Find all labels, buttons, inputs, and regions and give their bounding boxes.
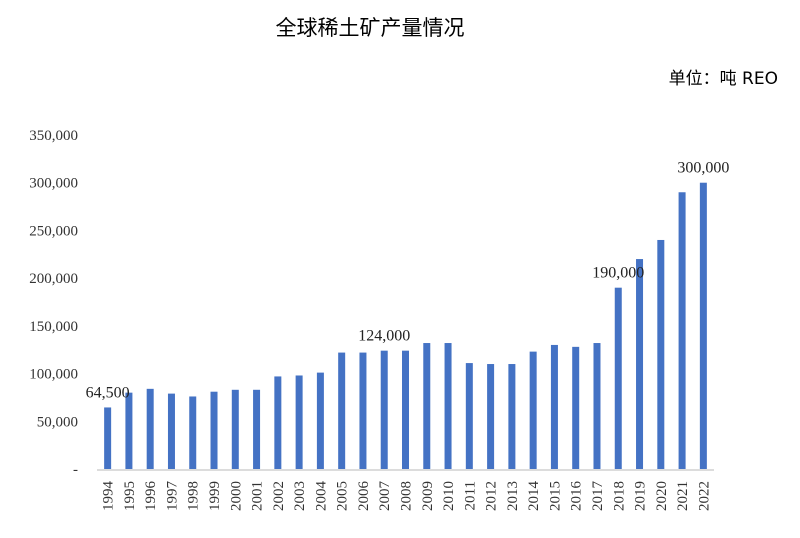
x-tick-label: 1998	[186, 481, 202, 511]
x-tick-label: 2009	[420, 481, 436, 511]
bar-2003	[295, 375, 303, 469]
y-tick-label: 300,000	[29, 176, 78, 192]
bar-2004	[316, 372, 324, 469]
x-tick-label: 2020	[654, 481, 670, 511]
x-tick-label: 2006	[356, 481, 372, 512]
x-tick-label: 2022	[696, 481, 712, 511]
x-tick-label: 2010	[441, 481, 457, 511]
x-tick-label: 1994	[101, 481, 117, 512]
x-tick-label: 2003	[292, 481, 308, 511]
bar-2015	[550, 344, 558, 469]
y-tick-label: 50,000	[37, 414, 78, 430]
data-label: 64,500	[86, 384, 130, 401]
y-tick-label: 200,000	[29, 271, 78, 287]
bar-2019	[636, 259, 644, 469]
bar-2011	[465, 363, 473, 469]
bar-2007	[380, 350, 388, 469]
bar-2020	[657, 239, 665, 469]
x-tick-label: 2004	[313, 481, 329, 512]
bar-2010	[444, 343, 452, 469]
bar-2005	[338, 352, 346, 469]
bar-2008	[402, 350, 409, 469]
bar-2002	[274, 376, 282, 469]
x-tick-label: 2015	[547, 481, 563, 511]
x-tick-label: 2019	[633, 481, 649, 511]
bar-2000	[231, 389, 239, 469]
bar-2021	[678, 192, 686, 469]
y-tick-label: 350,000	[29, 128, 78, 144]
bar-2001	[253, 389, 261, 469]
x-tick-label: 2002	[271, 481, 287, 511]
chart-title: 全球稀土矿产量情况	[275, 16, 465, 40]
bar-2006	[359, 352, 367, 469]
bar-1997	[167, 393, 175, 469]
y-tick-label: 250,000	[29, 223, 78, 239]
bar-1998	[189, 396, 197, 469]
y-tick-label: -	[73, 462, 78, 478]
x-tick-label: 2005	[335, 481, 351, 511]
x-tick-label: 2007	[377, 481, 393, 512]
data-label: 124,000	[358, 328, 410, 345]
x-tick-label: 2021	[675, 481, 691, 511]
x-tick-label: 2001	[250, 481, 266, 511]
x-tick-label: 2018	[611, 481, 627, 511]
bar-2022	[699, 182, 707, 469]
bar-2012	[487, 364, 495, 469]
x-tick-label: 2000	[228, 481, 244, 511]
unit-label: 单位：吨 REO	[668, 69, 778, 89]
x-tick-label: 1997	[164, 481, 180, 512]
data-label: 190,000	[592, 265, 644, 282]
bar-1994	[104, 407, 112, 469]
data-label: 300,000	[677, 160, 729, 177]
x-tick-label: 1996	[143, 481, 159, 512]
y-tick-label: 100,000	[29, 367, 78, 383]
x-tick-label: 2013	[505, 481, 521, 511]
y-tick-label: 150,000	[29, 319, 78, 335]
bar-2018	[614, 287, 622, 469]
bar-1995	[125, 392, 133, 469]
x-tick-label: 2017	[590, 481, 606, 512]
bar-1999	[210, 391, 218, 469]
bar-2017	[593, 343, 601, 469]
bar-2009	[423, 343, 431, 469]
x-tick-label: 2016	[569, 481, 585, 512]
x-tick-label: 2012	[484, 481, 500, 511]
bar-1996	[146, 388, 154, 469]
x-tick-label: 2014	[526, 481, 542, 512]
bar-2013	[508, 364, 516, 469]
x-tick-label: 1995	[122, 481, 138, 511]
bar-2014	[529, 351, 537, 469]
x-tick-label: 1999	[207, 481, 223, 511]
x-tick-label: 2011	[462, 481, 478, 510]
x-tick-label: 2008	[399, 481, 415, 511]
bar-2016	[572, 346, 580, 469]
